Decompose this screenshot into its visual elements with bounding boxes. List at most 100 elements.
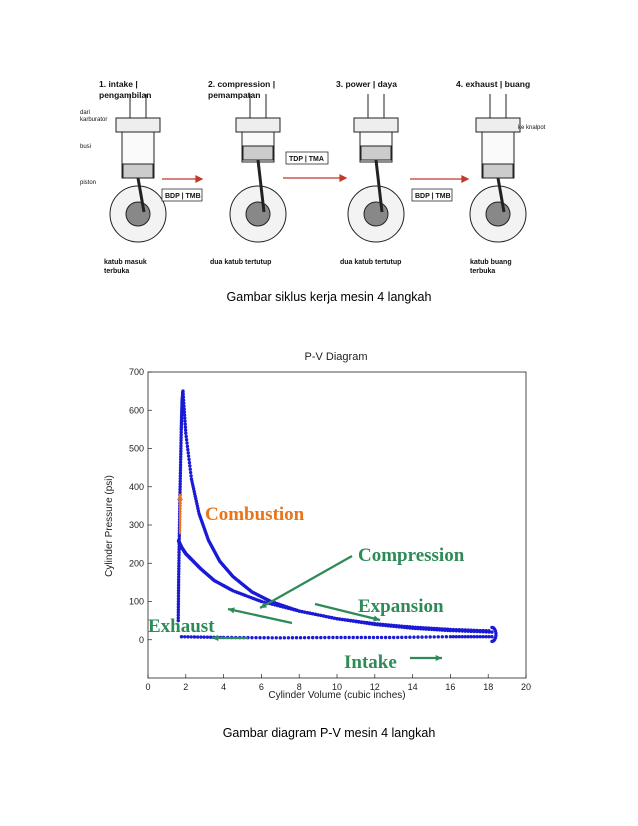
data-point [290, 636, 295, 640]
data-point [183, 416, 187, 420]
data-point [176, 580, 181, 585]
data-point [494, 631, 498, 635]
cylinder-head [115, 117, 161, 133]
y-tick-label: 600 [129, 405, 144, 415]
data-point [178, 471, 183, 475]
data-point [381, 623, 385, 627]
compression-arrow [259, 555, 353, 609]
data-point [487, 630, 491, 634]
arrow-3-4-head [461, 175, 470, 183]
label-karburator-text: karburator [80, 117, 107, 123]
data-point [176, 607, 181, 612]
data-point [460, 629, 464, 633]
data-point [371, 635, 376, 640]
data-point [338, 617, 342, 621]
data-point [258, 636, 262, 640]
data-point [402, 625, 407, 630]
engine-unit [109, 94, 167, 243]
data-point [186, 635, 190, 639]
cylinder-head [475, 117, 521, 133]
piston [242, 145, 274, 161]
data-point [355, 635, 359, 640]
engine-unit [469, 94, 527, 243]
data-point [383, 623, 388, 628]
cylinder-head [353, 117, 399, 133]
data-point [319, 635, 323, 640]
data-point [440, 628, 444, 632]
data-point [181, 395, 186, 399]
figure1-caption: Gambar siklus kerja mesin 4 langkah [226, 290, 432, 304]
data-point [177, 561, 181, 565]
annotation-compression: Compression [358, 545, 465, 566]
data-point [177, 572, 181, 576]
data-point [327, 635, 331, 640]
data-point [363, 635, 368, 640]
data-point [182, 410, 187, 414]
engine-unit [229, 94, 287, 243]
data-point [262, 636, 266, 640]
stage2-title2-text: pemampatan [208, 90, 260, 100]
data-point [432, 635, 436, 639]
data-point [311, 612, 315, 616]
data-point [184, 431, 188, 435]
data-point [178, 474, 183, 478]
data-point [176, 610, 181, 615]
data-point [177, 569, 181, 574]
data-point [282, 636, 287, 640]
data-point [454, 629, 459, 633]
data-point [270, 602, 274, 606]
data-point [319, 613, 323, 618]
data-point [396, 635, 400, 640]
data-point [178, 457, 183, 462]
data-point [179, 444, 183, 448]
label-piston-text: piston [80, 180, 96, 186]
data-point [179, 446, 183, 451]
data-point [177, 567, 181, 571]
data-point [378, 623, 382, 627]
data-point [266, 636, 270, 640]
data-point [424, 635, 428, 639]
data-point [475, 634, 479, 639]
data-point [460, 634, 464, 639]
data-point [324, 614, 328, 619]
data-point [189, 474, 193, 478]
data-point [300, 609, 304, 614]
crankshaft [485, 201, 511, 227]
data-point [448, 634, 453, 639]
bdp2-label: BDP | TMB [415, 193, 451, 200]
data-point [383, 635, 388, 640]
data-point [335, 635, 339, 640]
data-point [454, 634, 459, 639]
data-point [335, 617, 339, 621]
data-point [427, 627, 431, 631]
data-point [195, 635, 200, 639]
stage2-title-text: 2. compression | [208, 79, 275, 89]
data-point [394, 624, 399, 629]
data-point [178, 487, 182, 492]
data-point [176, 597, 181, 601]
data-point [446, 628, 450, 633]
data-point [490, 634, 494, 639]
data-point [178, 476, 182, 481]
data-point [392, 635, 396, 640]
data-point [178, 463, 183, 467]
data-point [463, 629, 467, 633]
data-point [412, 635, 416, 639]
data-point [451, 628, 456, 633]
data-point [188, 470, 193, 475]
data-point [463, 634, 467, 639]
data-point [481, 634, 485, 639]
data-point [466, 629, 470, 633]
label-busi-text: busi [80, 144, 91, 150]
data-point [188, 464, 192, 468]
cylinder-head [235, 117, 281, 133]
stage1-title-text: 1. intake | [99, 79, 138, 89]
piston [482, 163, 514, 179]
data-point [416, 626, 420, 631]
data-point [375, 635, 380, 640]
data-point [185, 441, 189, 445]
data-point [428, 635, 432, 639]
x-tick-label: 2 [183, 682, 188, 692]
data-point [386, 624, 390, 628]
data-point [308, 611, 312, 615]
